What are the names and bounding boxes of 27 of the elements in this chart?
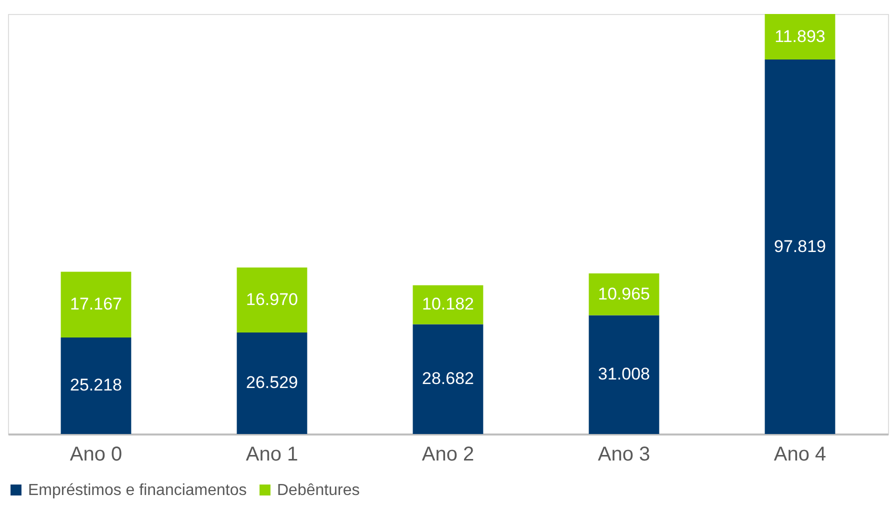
data-label: 28.682 [422,369,474,388]
bar [588,273,660,316]
bar [60,337,132,434]
data-label: 26.529 [246,373,298,392]
data-label: 17.167 [70,294,122,314]
data-label: 16.970 [246,290,298,309]
x-tick-label: Ano 0 [70,444,122,466]
bar [236,267,308,332]
bar [412,285,484,324]
bar [412,324,484,434]
data-label: 10.182 [422,294,474,314]
legend-label: Empréstimos e financiamentos [28,482,247,499]
x-tick-label: Ano 4 [774,444,826,466]
bar [60,272,132,338]
legend-label: Debêntures [277,482,360,499]
x-tick-label: Ano 2 [422,444,474,466]
bar [764,14,836,60]
data-label: 11.893 [774,26,826,46]
data-label: 97.819 [774,236,826,256]
x-tick-label: Ano 3 [598,444,650,466]
bar [236,332,308,434]
data-label: 31.008 [598,364,650,384]
data-label: 10.965 [598,284,650,304]
bar [588,315,660,434]
x-tick-label: Ano 1 [246,444,298,466]
bar [764,60,836,434]
data-label: 25.218 [70,376,122,395]
